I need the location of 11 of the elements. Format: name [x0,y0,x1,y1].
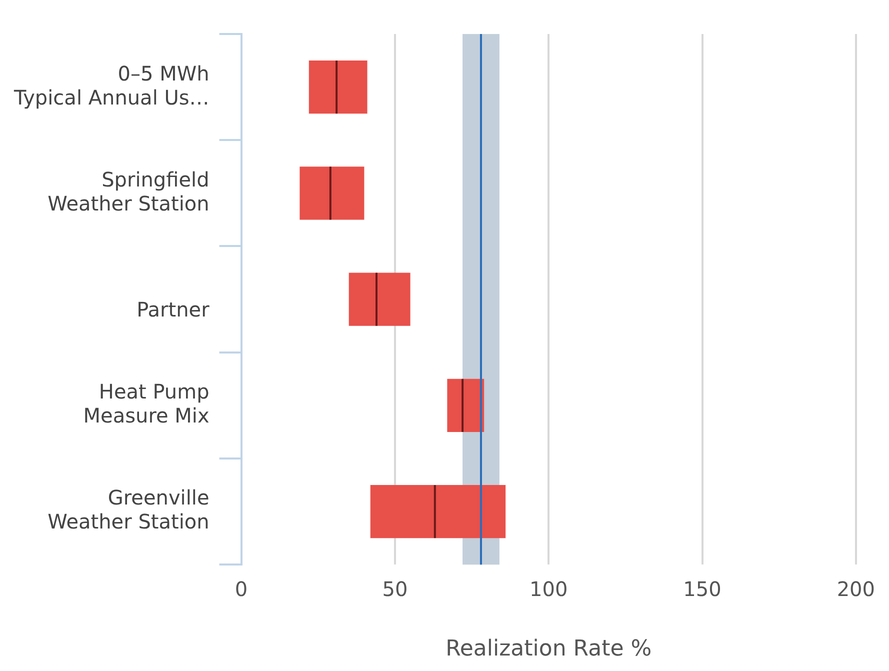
y-tick-label: Springfield Weather Station [48,167,210,216]
y-tick-label: Greenville Weather Station [48,486,210,534]
y-tick-label: Heat Pump Measure Mix [83,380,210,428]
y-tick-label: 0–5 MWh Typical Annual Us… [12,61,210,110]
x-tick-label: 50 [382,576,408,601]
x-tick-label: 100 [530,576,568,601]
x-tick-label: 200 [836,576,876,601]
x-tick-label: 150 [683,576,722,601]
x-tick-label: 0 [234,576,248,601]
y-tick-label: Partner [136,298,210,322]
x-axis-title: Realization Rate % [446,636,652,662]
